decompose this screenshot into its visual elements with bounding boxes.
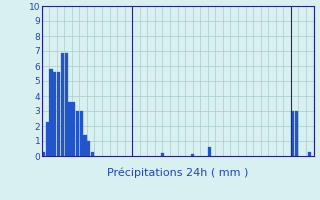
Bar: [61, 52, 64, 156]
Bar: [46, 121, 49, 156]
Bar: [308, 152, 311, 156]
Bar: [191, 154, 194, 156]
Bar: [57, 72, 60, 156]
Bar: [295, 111, 298, 156]
Bar: [72, 102, 75, 156]
Bar: [87, 141, 91, 156]
Bar: [53, 72, 56, 156]
Bar: [49, 69, 53, 156]
Bar: [291, 111, 294, 156]
Bar: [65, 52, 68, 156]
Bar: [208, 147, 211, 156]
Bar: [91, 152, 94, 156]
Bar: [42, 152, 45, 156]
Bar: [80, 111, 83, 156]
Bar: [84, 135, 87, 156]
Bar: [76, 111, 79, 156]
Bar: [161, 153, 164, 156]
Bar: [68, 102, 72, 156]
X-axis label: Précipitations 24h ( mm ): Précipitations 24h ( mm ): [107, 167, 248, 178]
